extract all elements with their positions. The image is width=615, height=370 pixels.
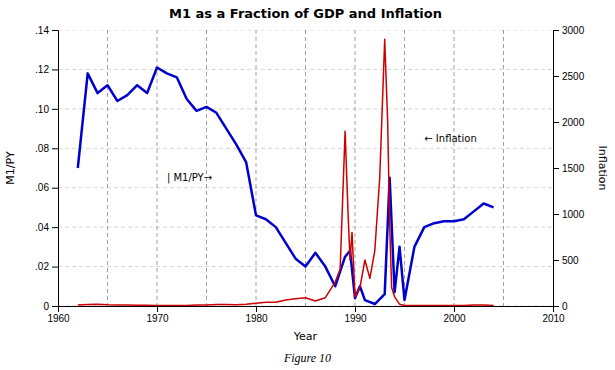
tick-label: 1990	[344, 313, 367, 324]
tick: .12	[35, 64, 58, 75]
series-line	[78, 39, 494, 305]
tick: 1980	[245, 306, 268, 324]
tick-label: .10	[35, 104, 49, 115]
reference-line	[256, 30, 257, 306]
y-axis-title: M1/PY	[4, 151, 17, 185]
tick-mark	[553, 260, 559, 261]
x-axis-title: Year	[293, 330, 318, 343]
reference-line	[355, 30, 356, 306]
annotation: ← Inflation	[424, 133, 476, 144]
tick-mark	[52, 148, 58, 149]
tick-label: 1980	[245, 313, 268, 324]
tick: 3000	[553, 25, 585, 36]
tick-label: .02	[35, 261, 49, 272]
tick-label: 0	[562, 301, 568, 312]
tick-mark	[157, 306, 158, 312]
y-axis: 0 .02 .04 .06 .08 .10 .12 .14	[35, 25, 58, 312]
plot-area: 1960197019801990200020100.02.04.06.08.10…	[4, 25, 609, 343]
tick-mark	[553, 30, 559, 31]
reference-line	[107, 30, 108, 306]
tick-label: .08	[35, 143, 49, 154]
tick-mark	[553, 168, 559, 169]
tick: .14	[35, 25, 58, 36]
axis-line	[554, 31, 560, 307]
chart: 1960197019801990200020100.02.04.06.08.10…	[0, 0, 615, 370]
tick-label: 3000	[562, 25, 585, 36]
tick-mark	[553, 122, 559, 123]
tick-label: 1500	[562, 163, 585, 174]
tick: 2500	[553, 71, 585, 82]
reference-line	[404, 30, 405, 306]
tick: 1960	[47, 306, 70, 324]
tick-mark	[52, 227, 58, 228]
tick: .08	[35, 143, 58, 154]
axis-line	[59, 307, 554, 313]
axis-line	[52, 31, 59, 307]
grid	[58, 30, 553, 306]
tick: 2000	[553, 117, 585, 128]
tick-label: .06	[35, 182, 49, 193]
reference-line	[503, 30, 504, 306]
tick-label: 500	[562, 255, 579, 266]
tick-label: .12	[35, 64, 49, 75]
tick-mark	[256, 306, 257, 312]
tick-mark	[52, 267, 58, 268]
reference-line	[454, 30, 455, 306]
y2-axis: 0 500 1000 1500 2000 2500 3000	[553, 25, 585, 312]
tick-label: 1970	[146, 313, 169, 324]
tick-label: 1000	[562, 209, 585, 220]
grid-line	[58, 148, 553, 149]
tick-mark	[52, 69, 58, 70]
tick-label: 2500	[562, 71, 585, 82]
tick-mark	[553, 76, 559, 77]
tick-mark	[52, 109, 58, 110]
lines	[78, 39, 494, 305]
tick: .04	[35, 222, 58, 233]
x-axis: 1960 1970 1980 1990 2000 2010	[47, 306, 565, 324]
tick-label: .04	[35, 222, 49, 233]
chart-container: 1960197019801990200020100.02.04.06.08.10…	[0, 0, 615, 370]
tick: 1000	[553, 209, 585, 220]
tick: 1500	[553, 163, 585, 174]
tick: .02	[35, 261, 58, 272]
tick-mark	[52, 30, 58, 31]
tick: 500	[553, 255, 579, 266]
tick-label: 0	[43, 301, 49, 312]
y2-axis-title: Inflation	[596, 146, 609, 191]
tick-label: .14	[35, 25, 49, 36]
tick-label: 2000	[443, 313, 466, 324]
tick: .06	[35, 182, 58, 193]
series-line	[78, 67, 494, 304]
tick-label: 2000	[562, 117, 585, 128]
tick-mark	[355, 306, 356, 312]
tick-label: 1960	[47, 313, 70, 324]
tick-mark	[454, 306, 455, 312]
reference-line	[206, 30, 207, 306]
tick-mark	[553, 306, 559, 307]
tick-mark	[52, 306, 58, 307]
title: M1 as a Fraction of GDP and Inflation	[169, 6, 442, 21]
caption: Figure 10	[283, 351, 331, 365]
tick: 1990	[344, 306, 367, 324]
tick: .10	[35, 104, 58, 115]
tick: 1970	[146, 306, 169, 324]
tick-mark	[52, 188, 58, 189]
tick: 0	[553, 301, 568, 312]
grid-line	[58, 69, 553, 70]
tick-mark	[553, 214, 559, 215]
tick-label: 2010	[542, 313, 565, 324]
tick: 0	[43, 301, 58, 312]
annotation: | M1/PY→	[167, 172, 212, 184]
tick: 2000	[443, 306, 466, 324]
